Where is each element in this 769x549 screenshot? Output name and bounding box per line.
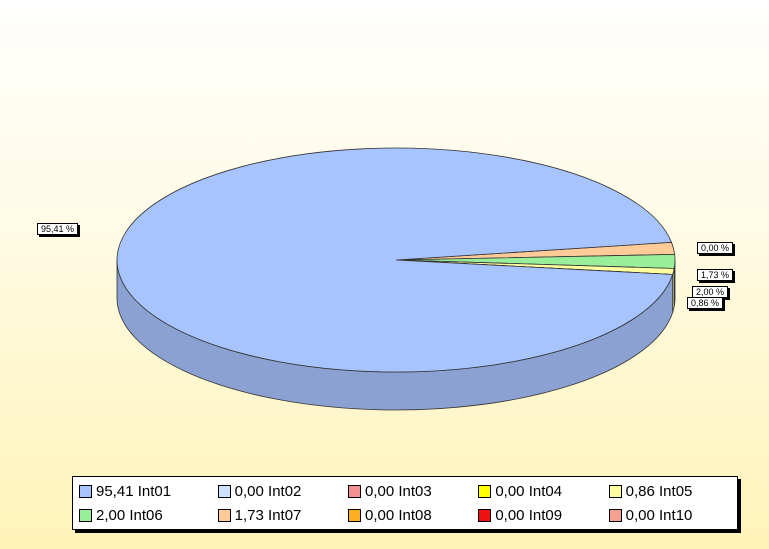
legend: 95,41 Int01 0,00 Int02 0,00 Int03 0,00 Int0… bbox=[72, 476, 738, 530]
legend-item-int04: 0,00 Int04 bbox=[478, 483, 600, 500]
legend-item-int09: 0,00 Int09 bbox=[478, 507, 600, 524]
legend-swatch bbox=[348, 484, 361, 498]
legend-label: 0,00 Int09 bbox=[495, 506, 563, 524]
legend-label: 0,00 Int03 bbox=[365, 482, 432, 500]
slice-label-int02: 0,00 % bbox=[697, 242, 734, 254]
legend-label: 0,86 Int05 bbox=[625, 482, 693, 500]
slice-int01 bbox=[116, 147, 674, 373]
legend-label: 0,00 Int02 bbox=[234, 482, 302, 500]
legend-swatch bbox=[79, 484, 92, 498]
slice-label-int01: 95,41 % bbox=[37, 223, 79, 235]
legend-item-int01: 95,41 Int01 bbox=[79, 483, 210, 500]
legend-label: 0,00 Int10 bbox=[625, 506, 693, 524]
legend-label: 0,00 Int08 bbox=[365, 506, 432, 524]
legend-item-int05: 0,86 Int05 bbox=[608, 482, 731, 500]
legend-swatch bbox=[79, 508, 92, 522]
legend-label: 0,00 Int04 bbox=[495, 482, 563, 500]
legend-swatch bbox=[217, 508, 231, 522]
legend-swatch bbox=[478, 484, 492, 498]
legend-swatch bbox=[608, 508, 622, 522]
legend-swatch bbox=[217, 484, 231, 498]
legend-swatch bbox=[608, 484, 622, 498]
legend-swatch bbox=[478, 508, 492, 522]
legend-item-int10: 0,00 Int10 bbox=[608, 506, 731, 524]
legend-item-int07: 1,73 Int07 bbox=[217, 506, 340, 524]
legend-item-int03: 0,00 Int03 bbox=[348, 483, 470, 500]
pie-chart bbox=[116, 147, 676, 411]
legend-label: 2,00 Int06 bbox=[96, 506, 163, 524]
legend-item-int02: 0,00 Int02 bbox=[217, 482, 340, 500]
legend-label: 1,73 Int07 bbox=[234, 506, 302, 524]
legend-item-int08: 0,00 Int08 bbox=[348, 507, 470, 524]
slice-label-int07: 1,73 % bbox=[697, 269, 734, 281]
legend-item-int06: 2,00 Int06 bbox=[79, 507, 210, 524]
legend-swatch bbox=[348, 508, 361, 522]
slice-label-int05: 0,86 % bbox=[687, 297, 724, 309]
legend-label: 95,41 Int01 bbox=[96, 482, 172, 500]
